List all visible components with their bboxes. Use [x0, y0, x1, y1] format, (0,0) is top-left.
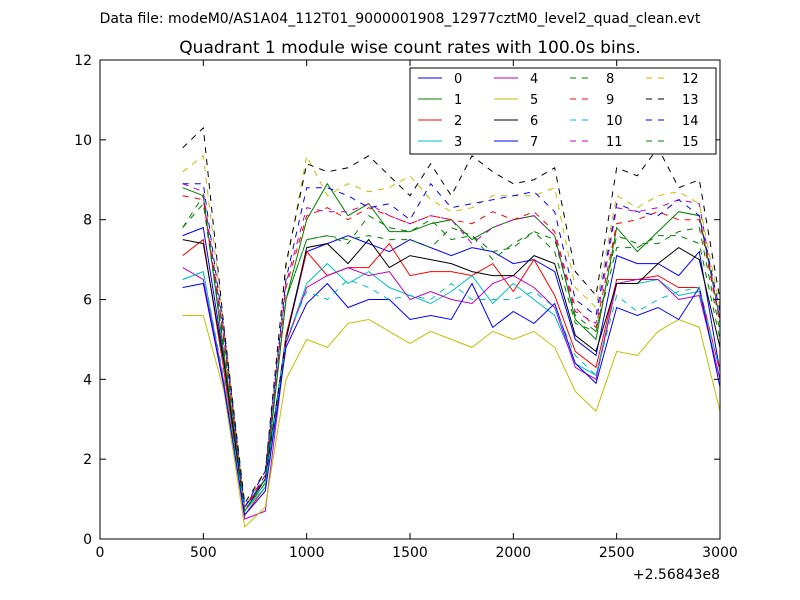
x-tick-label: 2000	[496, 545, 532, 561]
y-tick-label: 12	[74, 53, 92, 69]
legend-box	[409, 67, 717, 155]
series-line-9	[182, 195, 721, 513]
series-line-5	[182, 315, 721, 529]
legend-label-3: 3	[454, 135, 462, 150]
legend-label-5: 5	[530, 93, 538, 108]
series-line-7	[182, 282, 721, 517]
legend-label-8: 8	[606, 72, 614, 87]
y-tick-label: 10	[74, 133, 92, 149]
legend-label-4: 4	[530, 72, 538, 87]
legend-label-13: 13	[682, 93, 699, 108]
legend-label-9: 9	[606, 93, 614, 108]
x-tick-label: 3000	[702, 545, 738, 561]
x-tick-label: 500	[190, 545, 217, 561]
x-tick-label: 0	[96, 545, 105, 561]
y-tick-label: 2	[83, 452, 92, 468]
legend-label-6: 6	[530, 114, 538, 129]
x-offset-label: +2.56843e8	[633, 567, 720, 583]
y-tick-label: 4	[83, 372, 92, 388]
legend-label-14: 14	[682, 114, 699, 129]
y-tick-label: 6	[83, 293, 92, 309]
x-tick-label: 1500	[392, 545, 428, 561]
x-tick-label: 2500	[599, 545, 635, 561]
x-tick-label: 1000	[289, 545, 325, 561]
legend-label-15: 15	[682, 135, 699, 150]
plot-lines	[182, 126, 721, 529]
chart-title: Quadrant 1 module wise count rates with …	[179, 38, 640, 58]
legend-label-12: 12	[682, 72, 699, 87]
legend-label-1: 1	[454, 93, 462, 108]
series-line-12	[182, 154, 721, 509]
series-line-4	[182, 267, 721, 520]
legend-label-7: 7	[530, 135, 538, 150]
series-line-10	[182, 270, 721, 513]
legend-label-11: 11	[606, 135, 623, 150]
y-tick-label: 0	[83, 532, 92, 548]
suptitle: Data file: modeM0/AS1A04_112T01_90000019…	[100, 11, 701, 27]
legend-label-0: 0	[454, 72, 462, 87]
series-line-15	[182, 202, 721, 513]
y-tick-label: 8	[83, 213, 92, 229]
plot-frame	[99, 59, 721, 540]
legend-label-10: 10	[606, 114, 623, 129]
series-line-11	[182, 183, 721, 509]
legend-label-2: 2	[454, 114, 462, 129]
